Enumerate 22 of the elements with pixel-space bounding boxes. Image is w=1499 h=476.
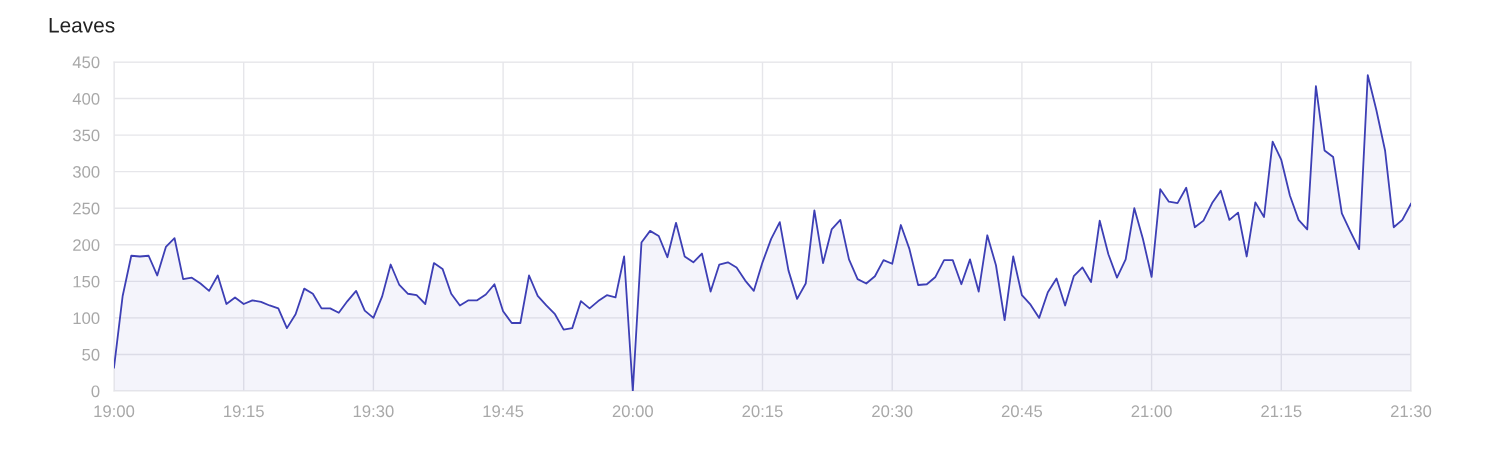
y-tick-label: 150 bbox=[73, 275, 100, 288]
chart-title: Leaves bbox=[49, 18, 115, 33]
x-tick-label: 20:45 bbox=[1001, 405, 1043, 418]
x-tick-label: 20:30 bbox=[872, 405, 913, 418]
x-tick-label: 21:30 bbox=[1390, 405, 1432, 418]
y-tick-label: 200 bbox=[73, 239, 100, 251]
x-tick-label: 21:15 bbox=[1261, 405, 1302, 418]
x-tick-label: 20:00 bbox=[612, 405, 653, 418]
x-tick-label: 19:15 bbox=[224, 405, 264, 418]
y-tick-label: 350 bbox=[72, 129, 100, 142]
y-tick-label: 0 bbox=[91, 385, 100, 398]
x-tick-label: 19:30 bbox=[353, 405, 394, 418]
y-tick-label: 400 bbox=[72, 92, 100, 105]
x-tick-label: 19:00 bbox=[94, 405, 135, 418]
y-tick-label: 50 bbox=[82, 348, 100, 361]
x-tick-label: 21:00 bbox=[1131, 405, 1172, 418]
y-tick-label: 250 bbox=[73, 202, 100, 215]
y-tick-label: 300 bbox=[72, 166, 100, 178]
x-tick-label: 19:45 bbox=[483, 405, 524, 418]
x-tick-label: 20:15 bbox=[742, 405, 783, 418]
y-tick-label: 100 bbox=[73, 312, 100, 325]
y-tick-label: 450 bbox=[72, 56, 100, 69]
